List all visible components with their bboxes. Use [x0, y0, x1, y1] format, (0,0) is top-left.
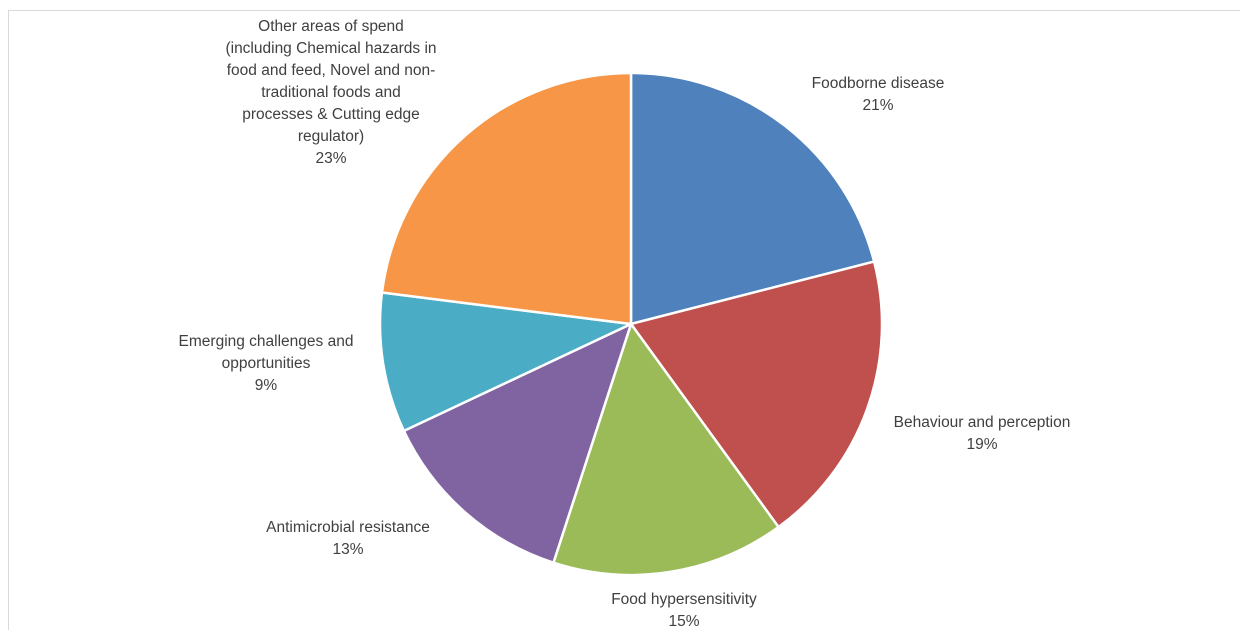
data-label-value: 13% — [332, 541, 364, 558]
data-label-value: 23% — [315, 150, 347, 167]
data-label-5: Emerging challenges and opportunities 9% — [179, 331, 354, 397]
pie-slice-4 — [402, 322, 633, 564]
data-label-text: food and feed, Novel and non- — [226, 62, 436, 79]
pie-slices — [378, 71, 884, 577]
data-label-6: Other areas of spend (including Chemical … — [225, 16, 436, 170]
data-label-text: opportunities — [221, 355, 311, 372]
data-label-1: Foodborne disease 21% — [812, 73, 945, 117]
data-label-value: 15% — [668, 613, 700, 630]
data-label-text: Behaviour and perception — [893, 414, 1071, 431]
pie-slice-3 — [552, 322, 780, 577]
data-label-4: Antimicrobial resistance 13% — [266, 517, 430, 561]
data-label-2: Behaviour and perception 19% — [894, 412, 1071, 456]
data-label-text: Foodborne disease — [811, 75, 945, 92]
data-label-text: processes & Cutting edge — [242, 106, 420, 123]
data-label-text: Other areas of spend — [258, 18, 404, 35]
data-label-value: 9% — [254, 377, 278, 394]
pie-slice-2 — [629, 260, 884, 529]
data-label-text: Antimicrobial resistance — [266, 519, 430, 536]
data-label-text: (including Chemical hazards in — [225, 40, 437, 57]
data-label-value: 21% — [862, 97, 894, 114]
pie-slice-6 — [380, 71, 633, 326]
pie-slice-5 — [378, 291, 633, 433]
data-label-text: Food hypersensitivity — [611, 591, 757, 608]
data-label-text: Emerging challenges and — [178, 333, 354, 350]
data-label-text: regulator) — [297, 128, 365, 145]
chart-frame — [8, 10, 1240, 630]
data-label-text: traditional foods and — [261, 84, 401, 101]
data-label-3: Food hypersensitivity 15% — [611, 589, 757, 633]
pie-slice-1 — [629, 71, 876, 326]
data-label-value: 19% — [966, 436, 998, 453]
